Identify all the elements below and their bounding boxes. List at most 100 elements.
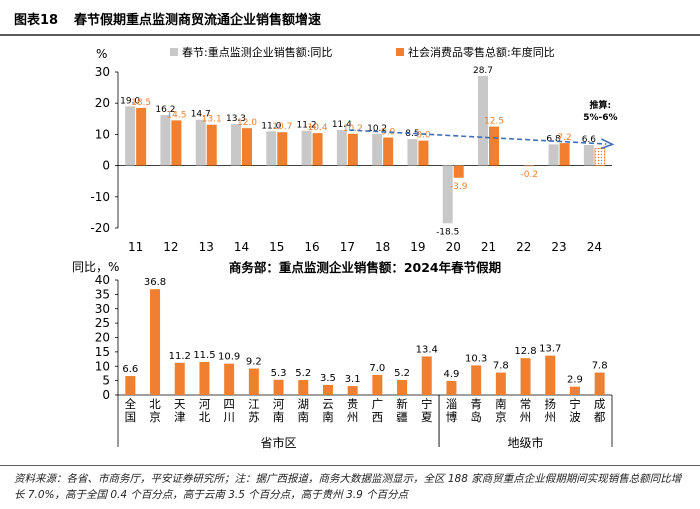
x-tick-label: 24 xyxy=(587,240,602,254)
data-label: 12.8 xyxy=(514,346,536,357)
bar-holiday-sales xyxy=(336,130,347,166)
y-tick-label: 0 xyxy=(102,388,110,402)
x-tick-label-char: 南 xyxy=(495,397,507,411)
y-tick-label: -20 xyxy=(90,221,110,235)
bar-region-sales xyxy=(273,379,284,395)
x-tick-label: 20 xyxy=(446,240,461,254)
chart-title: 商务部：重点监测企业销售额：2024年春节假期 xyxy=(229,260,501,275)
x-tick-label-char: 京 xyxy=(495,410,507,424)
x-tick-label: 12 xyxy=(163,240,178,254)
data-label: 11.4 xyxy=(332,120,352,130)
bar-region-sales xyxy=(471,365,482,395)
legend-label-holiday-sales: 春节:重点监测企业销售额:同比 xyxy=(182,45,332,59)
bar-region-sales xyxy=(520,358,531,395)
figure-number: 图表18 xyxy=(14,13,59,28)
chart-2024-regional-sales: 商务部：重点监测企业销售额：2024年春节假期同比，%0510152025303… xyxy=(72,260,613,450)
y-axis-label: % xyxy=(96,47,107,61)
data-label: 11.0 xyxy=(261,121,281,131)
x-tick-label-char: 广 xyxy=(372,397,384,411)
data-label: 5.2 xyxy=(295,368,311,379)
bar-region-sales xyxy=(545,355,556,395)
bar-region-sales xyxy=(150,289,161,395)
data-label: 11.2 xyxy=(169,351,191,362)
data-label: 10.4 xyxy=(308,123,328,133)
data-label: 10.3 xyxy=(465,353,487,364)
y-tick-label: -10 xyxy=(90,190,110,204)
bar-holiday-sales xyxy=(195,119,206,166)
bar-retail-sales xyxy=(524,165,535,167)
bar-region-sales xyxy=(298,380,309,395)
data-label: 8.0 xyxy=(416,131,431,141)
bar-retail-sales xyxy=(277,132,288,166)
source-note: 资料来源：各省、市商务厅，平安证券研究所；注：据广西报道，商务大数据监测显示，全… xyxy=(0,465,700,509)
x-tick-label: 19 xyxy=(410,240,425,254)
bar-region-sales xyxy=(125,376,136,395)
bar-holiday-sales xyxy=(160,115,171,166)
x-tick-label: 17 xyxy=(340,240,355,254)
chart-spring-festival-growth: % -20 -10 0 10 20 30 春节:重点监测企业销售额:同比 社会消费品零售总额:年… xyxy=(90,45,617,254)
bar-retail-sales xyxy=(312,133,323,166)
figure-header: 图表18 春节假期重点监测商贸流通企业销售额增速 xyxy=(0,0,700,36)
x-tick-label-char: 全 xyxy=(125,397,137,411)
y-tick-label: 0 xyxy=(102,159,110,173)
data-label: 7.2 xyxy=(557,133,571,143)
x-tick-label-char: 南 xyxy=(298,410,310,424)
trend-arrow-head xyxy=(600,138,615,150)
bar-holiday-sales xyxy=(478,76,488,166)
x-tick-label-char: 常 xyxy=(520,397,532,411)
x-tick-label-char: 云 xyxy=(322,397,334,411)
x-tick-label: 18 xyxy=(375,240,390,254)
data-label: -3.9 xyxy=(450,182,468,192)
data-label: 4.9 xyxy=(443,369,459,380)
x-tick-label: 21 xyxy=(481,240,496,254)
bar-holiday-sales xyxy=(442,165,453,224)
data-label: 14.5 xyxy=(166,110,186,120)
x-tick-label-char: 扬 xyxy=(545,397,557,411)
data-label: 14.7 xyxy=(191,110,211,120)
y-tick-label: 15 xyxy=(95,345,110,359)
y-tick-label: 5 xyxy=(102,374,110,388)
data-label: 9.0 xyxy=(381,128,396,138)
bar-region-sales xyxy=(347,386,358,395)
x-tick-label: 15 xyxy=(269,240,284,254)
data-label: 10.9 xyxy=(218,352,240,363)
x-tick-label-char: 江 xyxy=(248,397,260,411)
x-tick-label-char: 西 xyxy=(372,410,384,424)
bar-retail-sales xyxy=(453,165,464,178)
bar-region-sales xyxy=(569,386,580,395)
bar-retail-sales xyxy=(489,126,499,166)
legend-swatch-orange xyxy=(396,48,404,56)
data-label: 9.2 xyxy=(246,357,262,368)
data-label: 10.7 xyxy=(272,122,292,132)
data-label: 16.2 xyxy=(155,105,175,115)
bar-holiday-sales xyxy=(583,145,594,166)
x-tick-label-char: 宁 xyxy=(421,397,433,411)
x-tick-label-char: 夏 xyxy=(421,410,433,424)
x-tick-label-char: 国 xyxy=(125,410,137,424)
figure-title: 春节假期重点监测商贸流通企业销售额增速 xyxy=(74,13,322,28)
data-label: 28.7 xyxy=(473,66,493,76)
y-tick-label: 35 xyxy=(95,287,110,301)
x-tick-label-char: 都 xyxy=(594,410,606,424)
bar-holiday-sales xyxy=(372,133,383,166)
bar-region-sales xyxy=(372,374,383,395)
bar-holiday-sales xyxy=(548,144,559,166)
y-tick-label: 40 xyxy=(95,273,110,287)
y-tick-label: 30 xyxy=(95,302,110,316)
x-tick-label-char: 州 xyxy=(347,410,359,424)
bar-holiday-sales xyxy=(125,106,136,166)
bar-retail-sales xyxy=(206,124,217,166)
data-label: 19.0 xyxy=(120,96,140,106)
data-label: 13.7 xyxy=(539,344,561,355)
data-label: 10.2 xyxy=(367,124,387,134)
data-label: 7.8 xyxy=(592,361,608,372)
x-tick-label: 16 xyxy=(304,240,319,254)
x-tick-label-char: 南 xyxy=(322,410,334,424)
data-label: 36.8 xyxy=(144,277,166,288)
data-label: 6.8 xyxy=(546,134,561,144)
source-note-line-2: 长 7.0%，高于全国 0.4 个百分点，高于云南 3.5 个百分点，高于贵州 … xyxy=(14,489,409,501)
y-tick-label: 20 xyxy=(95,96,110,110)
x-tick-label: 11 xyxy=(128,240,143,254)
x-tick-label-char: 河 xyxy=(199,397,211,411)
